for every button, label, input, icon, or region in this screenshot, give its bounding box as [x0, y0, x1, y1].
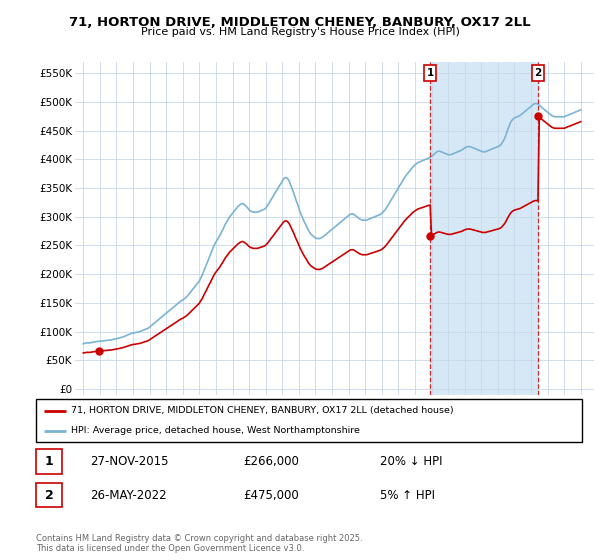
Text: 71, HORTON DRIVE, MIDDLETON CHENEY, BANBURY, OX17 2LL (detached house): 71, HORTON DRIVE, MIDDLETON CHENEY, BANB…	[71, 406, 454, 415]
Text: 2: 2	[535, 68, 542, 78]
Text: 71, HORTON DRIVE, MIDDLETON CHENEY, BANBURY, OX17 2LL: 71, HORTON DRIVE, MIDDLETON CHENEY, BANB…	[69, 16, 531, 29]
Text: 20% ↓ HPI: 20% ↓ HPI	[380, 455, 442, 468]
Text: 1: 1	[427, 68, 434, 78]
Text: 5% ↑ HPI: 5% ↑ HPI	[380, 488, 435, 502]
Text: Contains HM Land Registry data © Crown copyright and database right 2025.
This d: Contains HM Land Registry data © Crown c…	[36, 534, 362, 553]
Text: 2: 2	[45, 488, 53, 502]
Text: 1: 1	[45, 455, 53, 468]
Text: HPI: Average price, detached house, West Northamptonshire: HPI: Average price, detached house, West…	[71, 426, 361, 435]
Bar	[36, 483, 62, 507]
Text: 27-NOV-2015: 27-NOV-2015	[91, 455, 169, 468]
Text: Price paid vs. HM Land Registry's House Price Index (HPI): Price paid vs. HM Land Registry's House …	[140, 27, 460, 37]
Text: 26-MAY-2022: 26-MAY-2022	[91, 488, 167, 502]
Text: £266,000: £266,000	[244, 455, 299, 468]
Bar	[430, 62, 538, 395]
Text: £475,000: £475,000	[244, 488, 299, 502]
Bar	[36, 449, 62, 474]
